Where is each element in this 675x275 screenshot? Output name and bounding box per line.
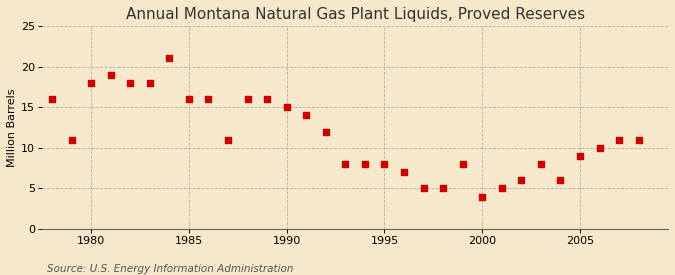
Point (555, 178, 566, 183)
Point (340, 162, 351, 166)
Point (457, 162, 468, 166)
Point (184, 97, 194, 101)
Point (301, 113, 312, 117)
Point (164, 56, 175, 60)
Point (594, 146, 605, 150)
Point (379, 162, 390, 166)
Point (47, 97, 57, 101)
Point (496, 186, 507, 191)
Point (516, 178, 526, 183)
Point (86, 81, 97, 85)
Point (321, 129, 331, 134)
Point (223, 138, 234, 142)
Point (144, 81, 155, 85)
Point (574, 154, 585, 158)
Point (633, 138, 644, 142)
Point (66, 138, 77, 142)
Point (262, 97, 273, 101)
Point (203, 97, 214, 101)
Point (125, 81, 136, 85)
Point (360, 162, 371, 166)
Point (437, 186, 448, 191)
Point (281, 105, 292, 109)
Title: Annual Montana Natural Gas Plant Liquids, Proved Reserves: Annual Montana Natural Gas Plant Liquids… (126, 7, 585, 22)
Y-axis label: Million Barrels: Million Barrels (7, 88, 17, 167)
Text: Source: U.S. Energy Information Administration: Source: U.S. Energy Information Administ… (47, 264, 294, 274)
Point (105, 72, 116, 77)
Point (477, 194, 487, 199)
Point (242, 97, 253, 101)
Point (399, 170, 410, 174)
Point (614, 138, 624, 142)
Point (535, 162, 546, 166)
Point (418, 186, 429, 191)
